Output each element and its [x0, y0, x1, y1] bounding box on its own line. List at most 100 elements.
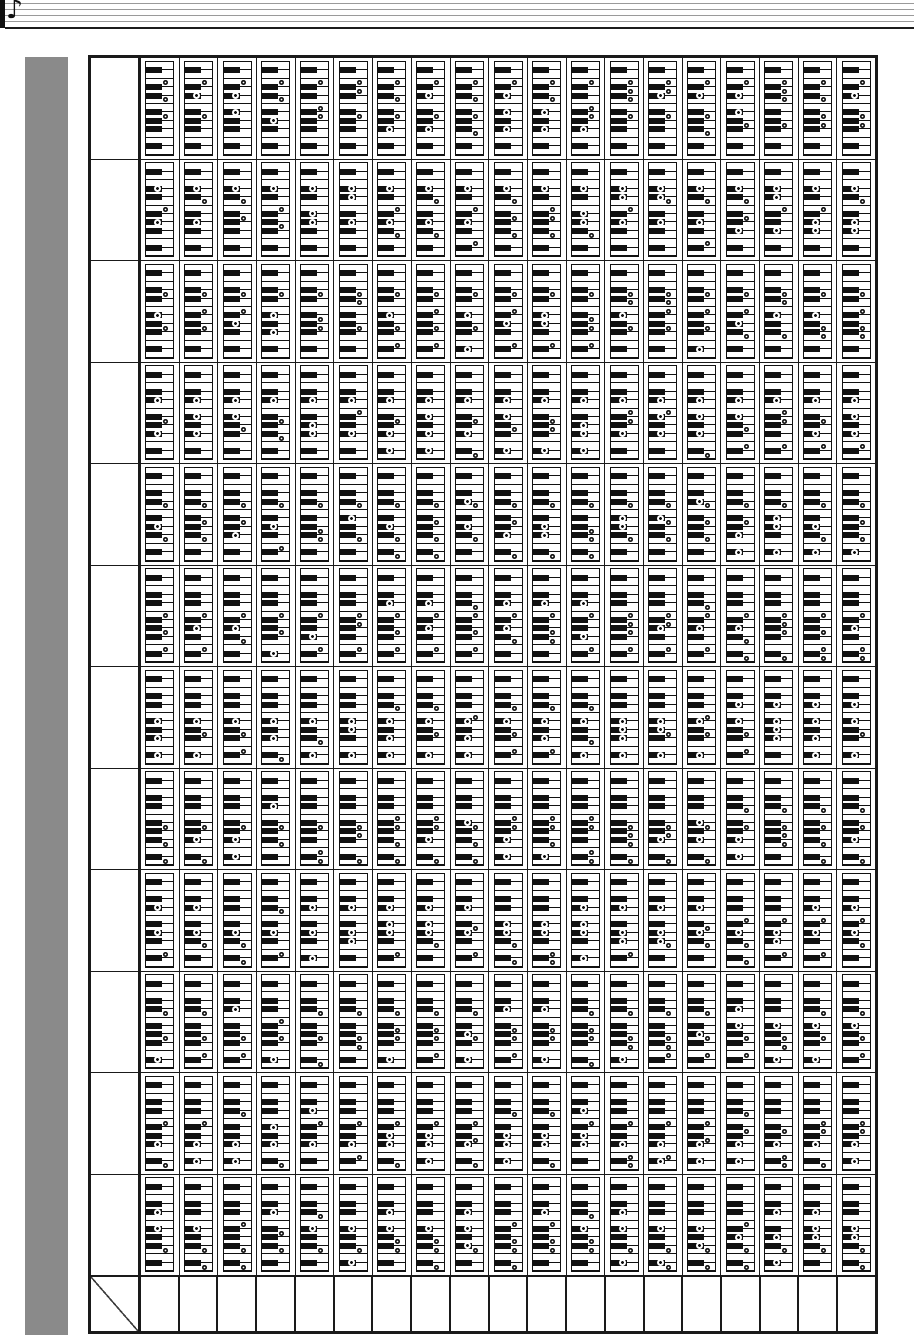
white-key	[185, 476, 213, 485]
keyboard-diagram	[493, 974, 523, 1070]
black-key	[765, 853, 782, 860]
black-key	[417, 109, 434, 116]
black-key	[146, 701, 163, 708]
pressed-key-dot	[240, 1053, 246, 1059]
pressed-key-dot	[395, 114, 401, 120]
chord-cell	[565, 565, 605, 666]
black-key	[301, 600, 318, 607]
white-key	[185, 248, 213, 257]
chord-cell	[256, 464, 295, 565]
white-key	[378, 1009, 406, 1018]
pressed-key-dot	[550, 80, 556, 86]
black-key	[262, 955, 279, 962]
white-key	[146, 578, 174, 587]
black-key	[571, 270, 588, 277]
white-key	[455, 349, 483, 358]
pressed-key-dot	[231, 108, 239, 116]
black-key	[378, 92, 395, 99]
white-key	[185, 332, 213, 341]
white-key	[726, 248, 754, 257]
pressed-key-dot	[279, 224, 285, 230]
white-key	[223, 984, 251, 993]
white-key	[262, 299, 290, 308]
pressed-key-dot	[163, 951, 169, 957]
black-key	[649, 955, 666, 962]
black-key	[146, 109, 163, 116]
keyboard-diagram	[532, 466, 562, 562]
chord-cell	[372, 58, 411, 159]
pressed-key-dot	[511, 80, 517, 86]
white-key	[610, 578, 638, 587]
keyboard-diagram	[803, 365, 833, 461]
keyboard-diagram	[648, 568, 678, 664]
black-key	[649, 819, 666, 826]
black-key	[687, 84, 704, 91]
pressed-key-dot	[734, 92, 742, 100]
white-key	[726, 654, 754, 663]
black-key	[610, 329, 627, 336]
pressed-key-dot	[502, 125, 510, 133]
black-key	[649, 701, 666, 708]
white-key	[842, 1043, 870, 1052]
row-label-cell	[91, 464, 141, 565]
white-key	[765, 273, 793, 282]
black-key	[804, 997, 821, 1004]
pressed-key-dot	[347, 185, 355, 193]
pressed-key-dot	[657, 929, 665, 937]
black-key	[223, 219, 240, 226]
black-key	[687, 1124, 704, 1131]
keyboard-diagram	[222, 365, 252, 461]
white-key	[455, 882, 483, 891]
white-key	[146, 273, 174, 282]
white-key	[533, 197, 561, 206]
keyboard-diagram	[764, 60, 794, 156]
black-key	[262, 320, 279, 327]
white-key	[571, 434, 599, 443]
white-key	[571, 146, 599, 155]
black-key	[765, 1099, 782, 1106]
black-key	[339, 896, 356, 903]
pressed-key-dot	[202, 537, 208, 543]
pressed-key-dot	[347, 1140, 355, 1148]
black-key	[571, 1082, 588, 1089]
white-key	[571, 248, 599, 257]
black-key	[687, 574, 704, 581]
pressed-key-dot	[434, 858, 440, 864]
pressed-key-dot	[356, 1010, 362, 1016]
pressed-key-dot	[627, 80, 633, 86]
black-key	[301, 295, 318, 302]
pressed-key-dot	[502, 396, 510, 404]
white-key	[842, 1161, 870, 1170]
black-key	[146, 1158, 163, 1165]
black-key	[726, 1039, 743, 1046]
black-key	[146, 1082, 163, 1089]
black-key	[494, 726, 511, 733]
white-key	[262, 400, 290, 409]
black-key	[842, 532, 859, 539]
white-key	[804, 552, 832, 561]
pressed-key-dot	[270, 1123, 278, 1131]
pressed-key-dot	[318, 1010, 324, 1016]
black-key	[185, 819, 202, 826]
black-key	[494, 219, 511, 226]
white-key	[842, 738, 870, 747]
black-key	[262, 549, 279, 556]
white-key	[417, 1009, 445, 1018]
white-key	[571, 1161, 599, 1170]
black-key	[842, 473, 859, 480]
pressed-key-dot	[425, 717, 433, 725]
white-key	[301, 857, 329, 866]
white-key	[765, 578, 793, 587]
white-key	[223, 958, 251, 967]
white-key	[533, 299, 561, 308]
black-key	[262, 270, 279, 277]
white-key	[571, 637, 599, 646]
white-key	[301, 129, 329, 138]
white-key	[185, 738, 213, 747]
black-key	[301, 126, 318, 133]
pressed-key-dot	[550, 215, 556, 221]
black-key	[378, 1158, 395, 1165]
row-label-cell	[91, 362, 141, 463]
pressed-key-dot	[386, 430, 394, 438]
white-key	[223, 806, 251, 815]
